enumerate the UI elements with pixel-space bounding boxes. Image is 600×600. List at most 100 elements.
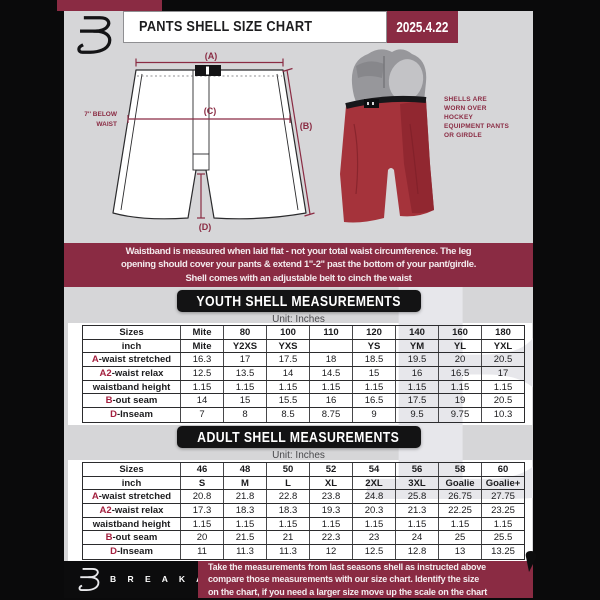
row-label: D -Inseam xyxy=(83,408,181,422)
table-cell: 50 xyxy=(267,463,310,476)
section-title-adult: ADULT SHELL MEASUREMENTS xyxy=(197,428,400,446)
table-cell: 22.8 xyxy=(267,490,310,504)
table-cell: 19.3 xyxy=(310,504,353,517)
table-cell: 1.15 xyxy=(224,517,267,531)
table-cell: 9 xyxy=(353,408,396,422)
equipment-pad-illustration xyxy=(351,49,427,107)
table-cell: 1.15 xyxy=(310,517,353,531)
table-cell: 25.5 xyxy=(493,532,513,544)
waist-note-line2: WAIST xyxy=(96,121,117,128)
measure-label-a: (A) xyxy=(205,51,218,61)
table-cell: 11.3 xyxy=(267,545,310,559)
shell-photo xyxy=(340,49,434,223)
table-cell: 8.75 xyxy=(310,408,353,422)
row-label: Sizes xyxy=(83,463,181,476)
table-cell: 120 xyxy=(353,326,396,339)
table-cell: 110 xyxy=(310,326,353,339)
table-cell: YS xyxy=(353,339,396,353)
table-cell: 17.5 xyxy=(396,394,439,408)
table-cell: 16.5 xyxy=(353,394,396,408)
measurement-table-adult: Sizes 46 48 50 52 54 56 58 60 inch S M L XL 2XL 3XL Goal… xyxy=(82,462,525,560)
table-cell: 15 xyxy=(224,394,267,408)
table-cell: 9.75 xyxy=(439,408,482,422)
table-cell: 22.3 xyxy=(310,531,353,545)
table-cell: 12.5 xyxy=(353,545,396,559)
table-cell: 180 xyxy=(495,326,511,338)
table-cell: 25.8 xyxy=(396,490,439,504)
table-cell: 1.15 xyxy=(267,380,310,394)
table-cell: 14.5 xyxy=(310,367,353,380)
table-cell: 18 xyxy=(310,353,353,367)
table-cell: 2XL xyxy=(353,476,396,490)
table-cell: 16 xyxy=(310,394,353,408)
table-cell: 100 xyxy=(267,326,310,339)
table-cell: 26.75 xyxy=(439,490,482,504)
table-cell: 14 xyxy=(267,367,310,380)
table-row: A -waist stretched 16.3 17 17.5 18 18.5 19.5 20 2… xyxy=(83,353,524,368)
row-label: waistband height xyxy=(83,517,181,531)
table-cell: XL xyxy=(310,476,353,490)
row-label: A2 -waist relax xyxy=(83,504,181,517)
row-label: inch xyxy=(83,476,181,490)
table-cell: 20 xyxy=(439,353,482,367)
table-cell: 20.5 xyxy=(493,395,513,407)
table-cell: 11 xyxy=(181,545,224,559)
row-label-prefix: D xyxy=(110,409,117,421)
table-cell: 16.5 xyxy=(439,367,482,380)
date-text: 2025.4.22 xyxy=(396,18,449,36)
table-cell: YL xyxy=(439,339,482,353)
table-cell: Y2XS xyxy=(224,339,267,353)
table-cell: Goalie xyxy=(439,476,482,490)
table-cell: 1.15 xyxy=(396,380,439,394)
row-label: A -waist stretched xyxy=(83,353,181,367)
footer-line: compare those measurements with our size… xyxy=(208,574,480,585)
row-label-prefix: A2 xyxy=(99,367,112,379)
row-label: D -Inseam xyxy=(83,545,181,559)
row-label-prefix: B xyxy=(105,395,113,407)
table-cell: 1.15 xyxy=(439,517,482,531)
table-cell: 13.25 xyxy=(491,546,515,558)
table-cell: 14 xyxy=(181,394,224,408)
measure-label-d: (D) xyxy=(199,222,212,232)
table-row: D -Inseam 11 11.3 11.3 12 12.5 12.8 13 13.25 xyxy=(83,545,524,559)
table-cell: 23.25 xyxy=(491,504,515,516)
info-line: Shell comes with an adjustable belt to c… xyxy=(185,272,412,284)
table-cell: YXS xyxy=(267,339,310,353)
table-row: B -out seam 14 15 15.5 16 16.5 17.5 19 20.5 xyxy=(83,394,524,409)
info-line: opening should cover your pants & extend… xyxy=(120,259,477,271)
photo-caption: SHELLS ARE WORN OVER HOCKEY EQUIPMENT PA… xyxy=(444,96,509,139)
table-row: waistband height 1.15 1.15 1.15 1.15 1.15 1.15… xyxy=(83,517,524,532)
table-cell: 18.5 xyxy=(353,353,396,367)
shell-illustration xyxy=(340,95,434,223)
table-cell: 17 xyxy=(224,353,267,367)
table-cell: 1.15 xyxy=(267,517,310,531)
table-cell: 18.3 xyxy=(224,504,267,517)
row-label: B -out seam xyxy=(83,531,181,545)
row-label: B -out seam xyxy=(83,394,181,408)
table-cell: 20.3 xyxy=(353,504,396,517)
table-cell: 20 xyxy=(181,531,224,545)
table-cell: 15.5 xyxy=(267,394,310,408)
table-cell: 1.15 xyxy=(396,517,439,531)
table-cell: 20.5 xyxy=(493,354,513,366)
table-cell: 17.3 xyxy=(181,504,224,517)
row-label: waistband height xyxy=(83,380,181,394)
table-cell: 52 xyxy=(310,463,353,476)
row-label-prefix: B xyxy=(105,532,113,544)
footer-note: Take the measurements from last seasons … xyxy=(198,561,533,598)
table-cell: Mite xyxy=(181,339,224,353)
table-cell: 24.8 xyxy=(353,490,396,504)
table-cell: 19.5 xyxy=(396,353,439,367)
table-cell: 12 xyxy=(310,545,353,559)
table-cell: 8.5 xyxy=(267,408,310,422)
table-cell: 15 xyxy=(353,367,396,380)
info-banner: Waistband is measured when laid flat - n… xyxy=(64,243,533,287)
table-cell: 58 xyxy=(439,463,482,476)
table-cell: 19 xyxy=(439,394,482,408)
table-row: inch Mite Y2XS YXS YS YM YL YXL xyxy=(83,339,524,354)
row-label: A2 -waist relax xyxy=(83,367,181,380)
table-cell: 21.8 xyxy=(224,490,267,504)
table-row: B -out seam 20 21.5 21 22.3 23 24 25 25.5 xyxy=(83,531,524,546)
footer-line: on the chart, if you need a larger size … xyxy=(208,586,488,597)
size-chart-document: PANTS SHELL SIZE CHART 2025.4.22 (A) (B)… xyxy=(64,11,533,598)
